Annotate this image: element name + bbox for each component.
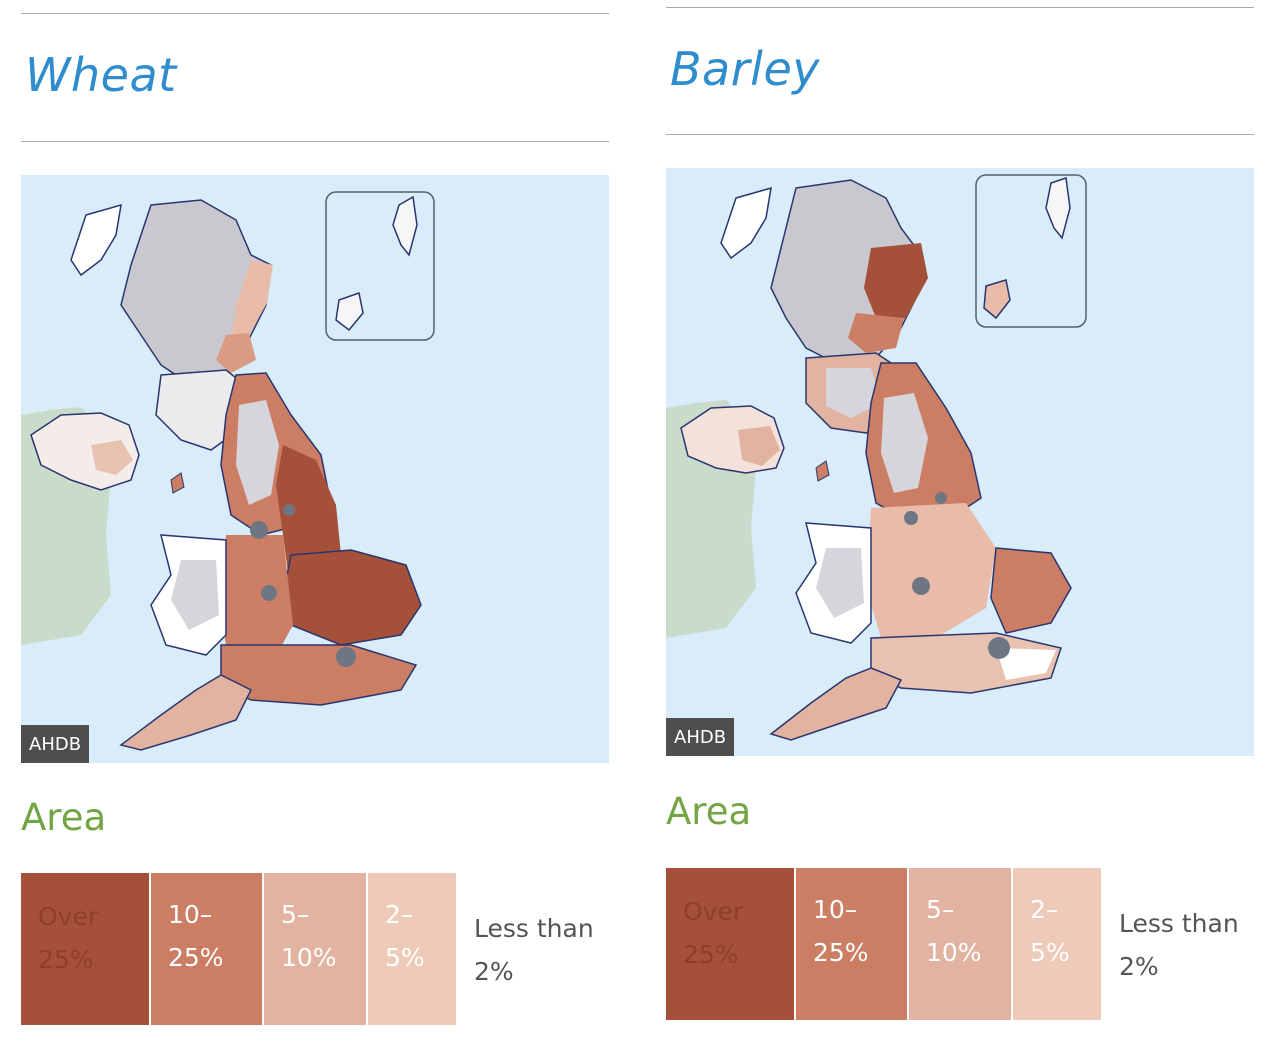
midlands (866, 503, 996, 638)
legend-label: 10% (926, 938, 982, 967)
barley-panel: Barley (666, 0, 1256, 1048)
map-credit: AHDB (21, 725, 90, 763)
legend-label: 2– (1030, 895, 1059, 924)
legend-over-25: Over 25% (21, 873, 151, 1025)
leeds-urban (935, 492, 947, 504)
legend-label: 25% (813, 938, 869, 967)
legend-less-than-2: Less than 2% (1101, 868, 1241, 1020)
title-divider (21, 141, 609, 142)
isle-of-man (815, 460, 830, 482)
legend-label: 5% (385, 943, 425, 972)
birmingham-urban (261, 585, 277, 601)
manchester-urban (904, 511, 918, 525)
scotland-east-coast (231, 260, 273, 345)
uk-map (666, 174, 1087, 741)
legend-title: Area (21, 796, 107, 839)
legend-2-5: 2– 5% (368, 873, 456, 1025)
legend: Over 25% 10– 25% 5– 10% 2– 5% Less than … (666, 868, 1241, 1020)
midlands (221, 535, 293, 675)
legend-label: 2% (1119, 952, 1159, 981)
shetland-inset-frame (975, 174, 1087, 328)
legend-label: Over (683, 897, 744, 926)
legend-label: 2– (385, 900, 414, 929)
western-isles (720, 186, 772, 260)
orkney-islands (983, 279, 1011, 320)
western-isles (70, 203, 122, 277)
shetland-inset-frame (325, 191, 435, 341)
legend-label: 5% (1030, 938, 1070, 967)
panel-title: Wheat (25, 48, 177, 102)
sussex-kent (996, 648, 1056, 680)
top-divider (21, 13, 609, 14)
legend-less-than-2: Less than 2% (456, 873, 596, 1025)
wheat-panel: Wheat (21, 0, 611, 1048)
legend-label: Over (38, 902, 99, 931)
legend-10-25: 10– 25% (151, 873, 264, 1025)
london-urban (336, 647, 356, 667)
east-anglia (990, 547, 1072, 634)
pennines-upland (881, 393, 928, 493)
panel-title: Barley (670, 42, 820, 96)
ni-arable-patch (91, 440, 133, 475)
legend-label: 25% (168, 943, 224, 972)
legend-label: Less than (474, 914, 594, 943)
barley-map: AHDB (666, 168, 1254, 756)
legend-label: 5– (281, 900, 310, 929)
southwest-peninsula (119, 674, 253, 751)
angus-fife (848, 313, 904, 353)
legend-label: Less than (1119, 909, 1239, 938)
legend-label: 5– (926, 895, 955, 924)
map-credit: AHDB (666, 718, 735, 756)
legend-5-10: 5– 10% (909, 868, 1013, 1020)
legend-label: 25% (38, 945, 94, 974)
leeds-urban (283, 504, 295, 516)
southwest-peninsula (769, 667, 903, 741)
legend-10-25: 10– 25% (796, 868, 909, 1020)
legend-label: 10% (281, 943, 337, 972)
aberdeenshire (864, 243, 928, 323)
legend-label: 25% (683, 940, 739, 969)
legend-label: 10– (168, 900, 213, 929)
isle-of-man (170, 472, 185, 494)
legend-5-10: 5– 10% (264, 873, 368, 1025)
birmingham-urban (912, 577, 930, 595)
fife-lothian (216, 333, 256, 373)
welsh-upland (816, 548, 864, 618)
legend-label: 2% (474, 957, 514, 986)
london-urban (988, 637, 1010, 659)
shetland-islands (1045, 177, 1071, 240)
orkney-islands (335, 292, 364, 332)
title-divider (666, 134, 1254, 135)
welsh-upland (171, 560, 219, 630)
southern-uplands (826, 368, 881, 418)
legend-2-5: 2– 5% (1013, 868, 1101, 1020)
manchester-urban (250, 521, 268, 539)
wheat-map: AHDB (21, 175, 609, 763)
east-anglia (282, 549, 422, 646)
legend-label: 10– (813, 895, 858, 924)
legend: Over 25% 10– 25% 5– 10% 2– 5% Less than … (21, 873, 596, 1025)
top-divider (666, 7, 1254, 8)
legend-over-25: Over 25% (666, 868, 796, 1020)
ni-arable-patch (738, 426, 780, 466)
south-england (220, 644, 418, 706)
pennines-upland (236, 400, 279, 505)
shetland-islands (392, 195, 418, 257)
legend-title: Area (666, 790, 752, 833)
uk-map (21, 191, 435, 751)
